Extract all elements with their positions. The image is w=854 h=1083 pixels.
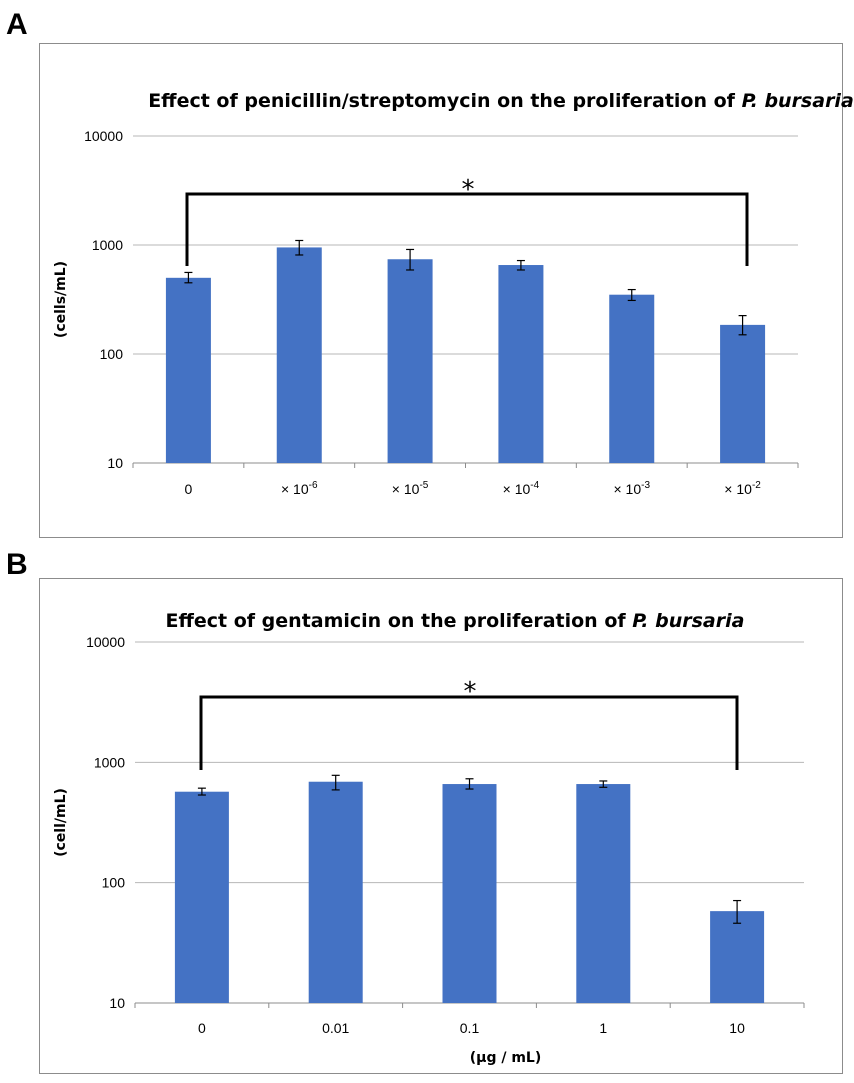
title-species: P. bursaria [632, 610, 744, 632]
y-tick-label: 10 [109, 995, 125, 1011]
x-tick-base: × 10 [503, 481, 531, 497]
x-tick-label: × 10-5 [392, 480, 429, 497]
y-tick-label: 100 [100, 346, 124, 362]
x-tick-base: 1 [599, 1020, 607, 1036]
y-tick-label: 1000 [92, 237, 123, 253]
y-tick-label: 10 [107, 455, 123, 471]
x-tick-base: × 10 [724, 481, 752, 497]
y-tick-label: 1000 [94, 754, 125, 770]
x-tick-label: 1 [599, 1020, 607, 1036]
bar [276, 247, 322, 463]
y-axis-label: (cells/mL) [53, 261, 69, 338]
title-text: Effect of gentamicin on the proliferatio… [166, 610, 633, 632]
x-tick-exponent: -6 [309, 480, 318, 491]
chart-a: Effect of penicillin/streptomycin on the… [53, 90, 854, 497]
title-species: P. bursaria [742, 90, 854, 112]
bar [576, 784, 631, 1003]
chart-a-frame: Effect of penicillin/streptomycin on the… [39, 43, 854, 538]
x-tick-base: × 10 [392, 481, 420, 497]
bar [710, 911, 765, 1003]
bar [174, 791, 229, 1003]
x-tick-label: 0.1 [460, 1020, 480, 1036]
x-tick-label: × 10-2 [724, 480, 761, 497]
x-tick-label: 10 [729, 1020, 745, 1036]
significance-bracket [185, 192, 749, 266]
bar [442, 784, 497, 1003]
bar [720, 324, 766, 463]
bar [609, 294, 655, 463]
bar [498, 265, 544, 463]
x-tick-exponent: -2 [752, 480, 761, 491]
x-tick-base: 0.01 [322, 1020, 349, 1036]
significance-star: * [464, 677, 477, 707]
x-tick-label: 0 [185, 481, 193, 497]
chart-b-frame: Effect of gentamicin on the proliferatio… [39, 578, 843, 1074]
panel-label-a: A [6, 8, 28, 41]
x-tick-exponent: -5 [419, 480, 428, 491]
x-tick-label: 0 [198, 1020, 206, 1036]
chart-b: Effect of gentamicin on the proliferatio… [53, 610, 805, 1066]
title-text: Effect of penicillin/streptomycin on the… [148, 90, 741, 112]
bar [387, 259, 433, 463]
x-tick-exponent: -4 [530, 480, 539, 491]
x-tick-label: × 10-4 [503, 480, 540, 497]
panel-label-b: B [6, 548, 28, 581]
y-axis-label: (cell/mL) [53, 788, 69, 857]
significance-star: * [462, 175, 475, 205]
x-tick-base: × 10 [281, 481, 309, 497]
x-axis-label: (μg / mL) [470, 1050, 542, 1066]
x-tick-base: 10 [729, 1020, 745, 1036]
x-tick-exponent: -3 [641, 480, 650, 491]
x-tick-base: 0 [198, 1020, 206, 1036]
x-tick-label: 0.01 [322, 1020, 349, 1036]
significance-bracket [199, 695, 739, 770]
x-tick-base: × 10 [613, 481, 641, 497]
x-tick-base: 0.1 [460, 1020, 480, 1036]
y-tick-label: 10000 [84, 128, 123, 144]
y-tick-label: 100 [102, 875, 126, 891]
chart-title: Effect of gentamicin on the proliferatio… [166, 610, 745, 632]
x-tick-label: × 10-3 [613, 480, 650, 497]
x-tick-label: × 10-6 [281, 480, 318, 497]
x-tick-base: 0 [185, 481, 193, 497]
bar [165, 277, 211, 463]
chart-title: Effect of penicillin/streptomycin on the… [148, 90, 854, 112]
y-tick-label: 10000 [86, 634, 125, 650]
bar [308, 781, 363, 1003]
